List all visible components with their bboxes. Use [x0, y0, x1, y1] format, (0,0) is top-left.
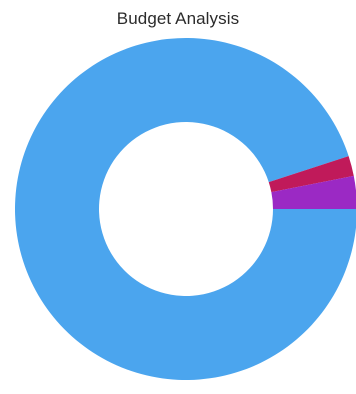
donut-slice-1 [15, 38, 356, 380]
donut-slice-3 [271, 175, 356, 209]
chart-title: Budget Analysis [116, 9, 240, 28]
donut-slice-2 [268, 156, 354, 193]
donut-slices [15, 38, 356, 380]
